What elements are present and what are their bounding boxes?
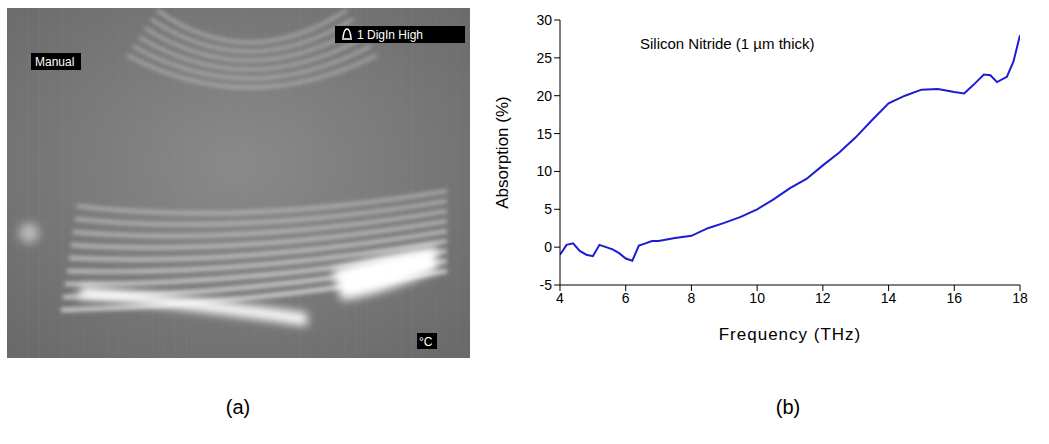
svg-text:18: 18 bbox=[1012, 290, 1028, 306]
html-text:(b): (b) bbox=[775, 396, 801, 418]
svg-text:12: 12 bbox=[815, 290, 831, 306]
svg-text:15: 15 bbox=[536, 126, 552, 142]
svg-text:4: 4 bbox=[556, 290, 564, 306]
svg-text:°C: °C bbox=[419, 335, 433, 349]
svg-text:25: 25 bbox=[536, 50, 552, 66]
svg-text:0: 0 bbox=[544, 239, 552, 255]
svg-text:-5: -5 bbox=[540, 277, 553, 293]
svg-text:Frequency (THz): Frequency (THz) bbox=[719, 325, 862, 344]
svg-text:10: 10 bbox=[536, 163, 552, 179]
svg-text:30: 30 bbox=[536, 12, 552, 28]
svg-text:6: 6 bbox=[622, 290, 630, 306]
svg-text:Manual: Manual bbox=[35, 55, 74, 69]
svg-text:Absorption (%): Absorption (%) bbox=[493, 96, 512, 208]
html-text:(a): (a) bbox=[225, 396, 251, 418]
svg-text:1 DigIn High: 1 DigIn High bbox=[357, 28, 423, 42]
svg-text:8: 8 bbox=[688, 290, 696, 306]
svg-text:20: 20 bbox=[536, 88, 552, 104]
svg-text:16: 16 bbox=[946, 290, 962, 306]
svg-text:5: 5 bbox=[544, 201, 552, 217]
svg-text:14: 14 bbox=[881, 290, 897, 306]
html-text:Silicon Nitride (1 µm thick): Silicon Nitride (1 µm thick) bbox=[640, 35, 815, 52]
svg-text:10: 10 bbox=[749, 290, 765, 306]
